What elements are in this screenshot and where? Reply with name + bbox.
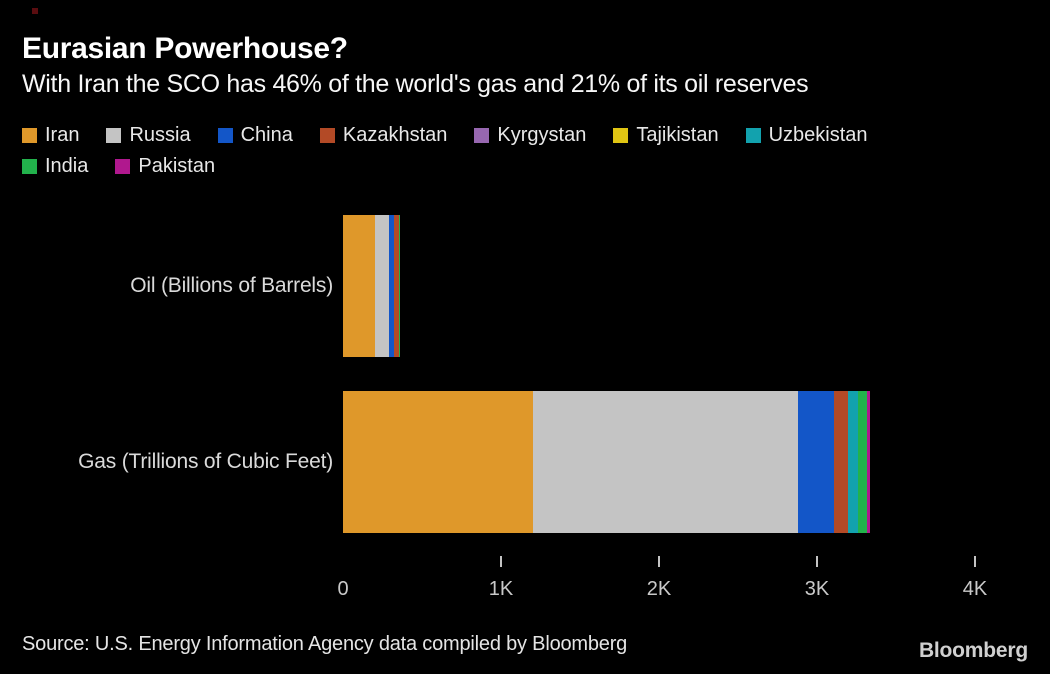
axis-tick-mark: [816, 556, 818, 567]
legend-swatch-russia: [106, 128, 122, 143]
legend-item-label: Iran: [45, 124, 80, 146]
bar-segment-china: [388, 215, 395, 357]
chart-subtitle: With Iran the SCO has 46% of the world's…: [22, 70, 809, 98]
category-label-gas: Gas (Trillions of Cubic Feet): [78, 450, 333, 473]
bloomberg-logo: Bloomberg: [918, 639, 1028, 662]
legend-item-label: Kazakhstan: [342, 124, 448, 146]
legend-item-pakistan: Pakistan: [115, 155, 215, 178]
chart-title: Eurasian Powerhouse?: [22, 32, 348, 65]
legend-item-india: India: [22, 155, 88, 178]
legend-item-tajikistan: Tajikistan: [613, 124, 719, 147]
legend-item-label: Tajikistan: [636, 124, 719, 146]
axis-tick-label: 1K: [488, 578, 514, 600]
legend-item-label: India: [45, 155, 89, 177]
legend-item-iran: Iran: [22, 124, 79, 147]
axis-tick-mark: [658, 556, 660, 567]
legend-item-label: Russia: [129, 124, 191, 146]
bar-oil: [343, 215, 400, 357]
legend-row: India Pakistan: [22, 155, 1032, 178]
legend-swatch-kazakhstan: [319, 128, 335, 143]
legend-swatch-pakistan: [115, 159, 131, 174]
bar-segment-kazakhstan: [834, 391, 848, 533]
legend-swatch-uzbekistan: [745, 128, 761, 143]
axis-tick-label: 4K: [962, 578, 988, 600]
legend-item-russia: Russia: [106, 124, 191, 147]
axis-tick-label: 2K: [646, 578, 672, 600]
bar-segment-china: [798, 391, 835, 533]
legend-swatch-iran: [22, 128, 37, 143]
bar-segment-kazakhstan: [394, 215, 399, 357]
legend-item-label: China: [240, 124, 293, 146]
legend-item-label: Kyrgystan: [497, 124, 587, 146]
legend-swatch-tajikistan: [613, 128, 629, 143]
bar-segment-iran: [343, 391, 533, 533]
legend-item-kyrgystan: Kyrgystan: [474, 124, 586, 147]
legend-item-label: Uzbekistan: [768, 124, 868, 146]
bar-segment-india: [857, 391, 867, 533]
bar-gas: [343, 391, 870, 533]
legend: Iran Russia China Kazakhstan Kyrgystan Tajiki…: [22, 124, 1032, 186]
legend-row: Iran Russia China Kazakhstan Kyrgystan Tajiki…: [22, 124, 1032, 147]
legend-item-uzbekistan: Uzbekistan: [745, 124, 868, 147]
bar-segment-uzbekistan: [848, 391, 858, 533]
legend-swatch-india: [22, 159, 37, 174]
red-dot-artifact: [32, 8, 38, 14]
axis-tick-label: 3K: [804, 578, 830, 600]
bar-segment-russia: [532, 391, 799, 533]
bar-segment-pakistan: [866, 391, 870, 533]
source-credit: Source: U.S. Energy Information Agency d…: [22, 633, 628, 655]
bar-segment-iran: [343, 215, 375, 357]
axis-tick-mark: [500, 556, 502, 567]
category-label-oil: Oil (Billions of Barrels): [130, 274, 333, 297]
legend-swatch-kyrgystan: [474, 128, 490, 143]
legend-swatch-china: [217, 128, 233, 143]
legend-item-china: China: [217, 124, 293, 147]
axis-tick-label: 0: [337, 578, 349, 600]
bar-segment-india: [398, 215, 400, 357]
bar-segment-russia: [374, 215, 389, 357]
legend-item-label: Pakistan: [138, 155, 216, 177]
legend-item-kazakhstan: Kazakhstan: [319, 124, 448, 147]
axis-tick-mark: [974, 556, 976, 567]
